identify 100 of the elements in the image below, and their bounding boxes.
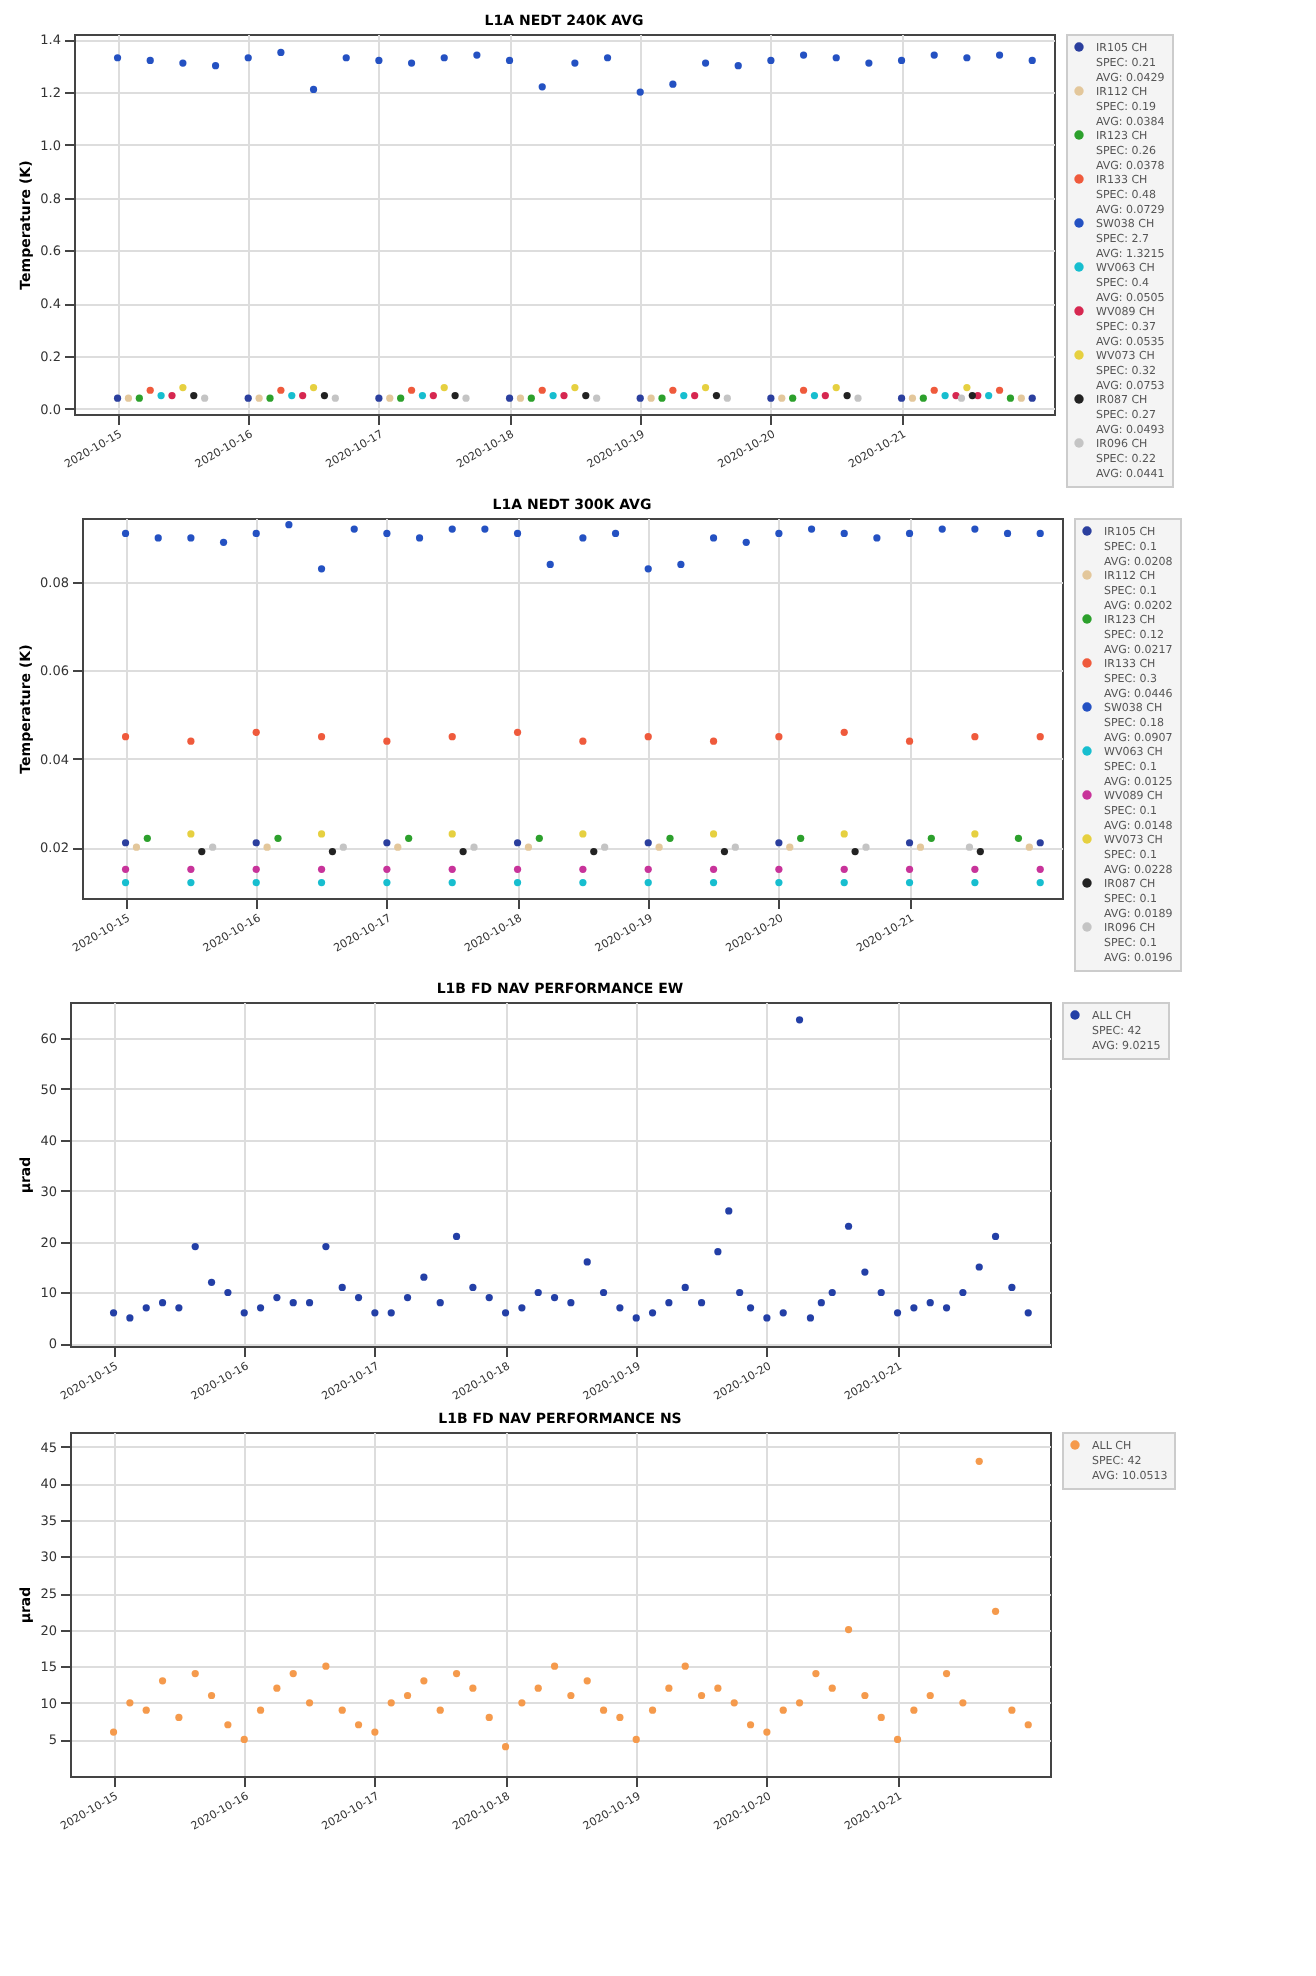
point — [959, 1288, 967, 1297]
point — [207, 1691, 216, 1700]
point — [109, 1728, 118, 1736]
point — [691, 391, 699, 400]
point — [1036, 733, 1044, 741]
point — [219, 538, 228, 546]
point — [968, 391, 976, 400]
point — [799, 386, 808, 394]
point — [317, 878, 326, 887]
point — [436, 1706, 444, 1714]
point — [616, 1713, 624, 1722]
point — [832, 384, 840, 392]
point — [252, 839, 260, 847]
point — [636, 88, 644, 96]
point — [187, 534, 195, 542]
point — [840, 865, 848, 873]
point — [963, 54, 971, 62]
point — [518, 1699, 526, 1707]
point — [289, 1669, 297, 1678]
point — [535, 834, 543, 842]
point — [942, 1304, 951, 1312]
point — [113, 394, 122, 402]
point — [331, 394, 339, 402]
point — [658, 394, 666, 402]
point — [338, 1706, 346, 1714]
point — [873, 534, 881, 542]
point — [930, 51, 938, 59]
point — [775, 878, 783, 887]
point — [579, 737, 587, 745]
point — [142, 1706, 150, 1714]
point — [546, 560, 554, 568]
point — [644, 878, 652, 887]
point — [567, 1691, 575, 1700]
point — [995, 51, 1004, 59]
point — [350, 525, 358, 533]
point — [429, 391, 437, 400]
point — [786, 843, 794, 851]
point — [513, 529, 522, 538]
point — [897, 56, 906, 64]
point — [644, 565, 652, 573]
point — [877, 1713, 885, 1722]
point — [916, 843, 925, 851]
point — [971, 733, 979, 741]
point — [1025, 843, 1033, 851]
point — [1036, 839, 1044, 847]
point — [1028, 394, 1036, 402]
point — [448, 830, 456, 838]
point — [1036, 878, 1044, 887]
point — [730, 1699, 738, 1707]
point — [1008, 1283, 1016, 1291]
point — [709, 865, 718, 873]
point — [681, 1662, 689, 1670]
point — [403, 1293, 412, 1302]
point — [709, 878, 718, 887]
point — [113, 54, 122, 62]
point — [418, 391, 427, 400]
point — [775, 865, 783, 873]
point — [714, 1248, 722, 1256]
point — [342, 54, 350, 62]
point — [470, 843, 478, 851]
point — [191, 1669, 199, 1678]
point — [394, 843, 402, 851]
point — [593, 394, 601, 402]
point — [375, 56, 383, 64]
point — [926, 1299, 934, 1307]
point — [843, 391, 851, 400]
point — [812, 1669, 820, 1678]
point — [371, 1309, 379, 1317]
point — [810, 391, 819, 400]
point — [736, 1288, 744, 1297]
point — [714, 1684, 722, 1692]
point — [179, 59, 187, 67]
point — [828, 1684, 836, 1692]
point — [807, 525, 816, 533]
point — [538, 83, 546, 91]
point — [462, 394, 470, 402]
point — [191, 1243, 199, 1251]
point — [387, 1699, 395, 1707]
point — [201, 394, 209, 402]
point — [926, 1691, 934, 1700]
point — [655, 843, 663, 851]
point — [187, 878, 195, 887]
point — [469, 1283, 477, 1291]
point — [383, 839, 391, 847]
point — [680, 391, 688, 400]
point — [263, 843, 271, 851]
point — [436, 1299, 444, 1307]
point — [767, 394, 775, 402]
point — [383, 878, 391, 887]
point — [240, 1309, 248, 1317]
point — [549, 391, 557, 400]
point — [305, 1699, 314, 1707]
point — [941, 391, 949, 400]
point — [763, 1728, 771, 1736]
point — [927, 834, 935, 842]
point — [697, 1691, 706, 1700]
point — [893, 1309, 902, 1317]
point — [317, 565, 326, 573]
point — [354, 1721, 363, 1729]
point — [322, 1662, 330, 1670]
